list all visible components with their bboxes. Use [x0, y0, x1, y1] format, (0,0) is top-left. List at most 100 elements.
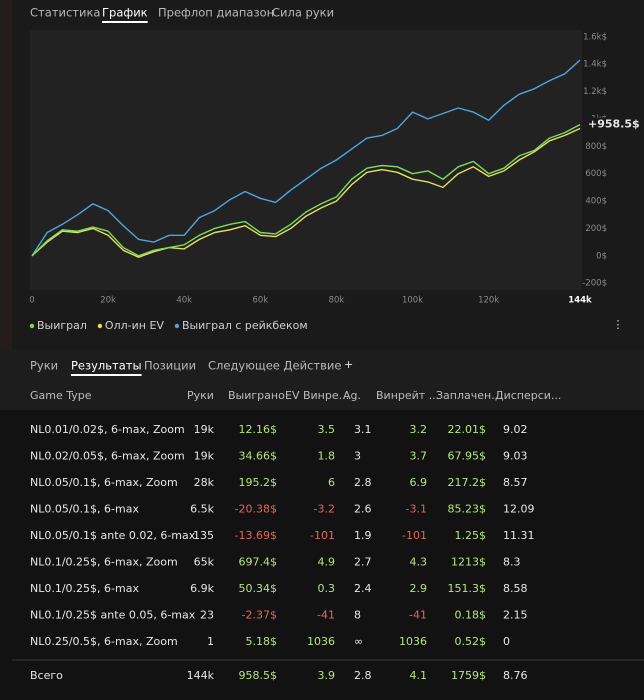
column-header[interactable]: Заплачен...: [436, 389, 502, 402]
row-label: NL0.01/0.02$, 6-max, Zoom: [30, 423, 185, 436]
y-tick-label: 400$: [585, 197, 607, 207]
table-cell: 19k: [194, 450, 215, 463]
table-cell: 23: [200, 609, 214, 622]
y-tick-label: 1.4k$: [583, 60, 607, 70]
column-header[interactable]: Винрейт ...: [376, 389, 439, 402]
table-cell: -41: [409, 609, 427, 622]
table-cell: 9.02: [503, 423, 528, 436]
table-cell: 217.2$: [448, 476, 487, 489]
column-header[interactable]: Game Type: [30, 389, 92, 402]
table-cell: 1.25$: [455, 529, 487, 542]
column-header[interactable]: Руки: [187, 389, 214, 402]
table-cell: 8.3: [503, 556, 521, 569]
tab[interactable]: График: [102, 6, 148, 20]
x-tick-label: 20k: [100, 296, 116, 306]
table-cell: 8.76: [503, 669, 528, 682]
table-cell: 6: [328, 476, 335, 489]
tab[interactable]: Статистика: [30, 6, 100, 20]
y-tick-label: 200$: [585, 224, 607, 234]
table-cell: 2.7: [354, 556, 372, 569]
legend-label[interactable]: Олл-ин EV: [105, 319, 164, 332]
table-cell: 2.8: [354, 476, 372, 489]
column-header[interactable]: Выиграно: [228, 389, 285, 402]
legend-label[interactable]: Выиграл с рейкбеком: [182, 319, 308, 332]
add-tab-icon[interactable]: +: [344, 358, 353, 371]
table-cell: 1036: [307, 635, 335, 648]
table-cell: 1759$: [451, 669, 486, 682]
table-cell: 4.9: [318, 556, 336, 569]
table-cell: 67.95$: [448, 450, 487, 463]
table-cell: 8.57: [503, 476, 528, 489]
table-cell: -3.1: [406, 503, 427, 516]
table-cell: 8: [354, 609, 361, 622]
table-cell: 1213$: [451, 556, 486, 569]
y-tick-label: 1.2k$: [583, 87, 607, 97]
table-cell: 3: [354, 450, 361, 463]
row-label: NL0.1/0.25$, 6-max: [30, 582, 139, 595]
column-header[interactable]: EV Винре...: [285, 389, 349, 402]
legend-dot: [97, 323, 103, 329]
table-cell: 2.4: [354, 582, 372, 595]
table-cell: 3.2: [410, 423, 428, 436]
table-cell: 6.9: [410, 476, 428, 489]
tab[interactable]: Сила руки: [272, 6, 334, 20]
row-label: NL0.1/0.25$ ante 0.05, 6-max: [30, 609, 196, 622]
tab[interactable]: Префлоп диапазон: [158, 6, 274, 20]
table-cell: 3.1: [354, 423, 372, 436]
column-header[interactable]: Ag.: [343, 389, 361, 402]
table-cell: 3.9: [318, 669, 336, 682]
subtab[interactable]: Руки: [30, 359, 58, 373]
x-tick-label: 0: [29, 296, 34, 306]
lower-header: [0, 350, 644, 410]
table-cell: 697.4$: [239, 556, 278, 569]
subtab[interactable]: Результаты: [71, 359, 142, 373]
table-cell: 9.03: [503, 450, 528, 463]
plot-area: [30, 30, 582, 290]
table-cell: 6.9k: [190, 582, 214, 595]
annotation-bg: [585, 117, 631, 132]
table-cell: -3.2: [314, 503, 335, 516]
row-label: NL0.05/0.1$, 6-max: [30, 503, 139, 516]
table-body: [0, 410, 644, 700]
series-line: [31, 123, 581, 257]
table-cell: -101: [310, 529, 335, 542]
table-cell: 1.8: [318, 450, 336, 463]
table-cell: 3.5: [318, 423, 336, 436]
side-strip: [0, 0, 12, 350]
x-tick-label: 100k: [402, 296, 423, 306]
table-cell: 958.5$: [239, 669, 278, 682]
table-cell: 135: [193, 529, 214, 542]
table-cell: 4.1: [410, 669, 428, 682]
table-cell: 8.58: [503, 582, 528, 595]
row-label: NL0.1/0.25$, 6-max, Zoom: [30, 556, 178, 569]
column-header[interactable]: Дисперси...: [495, 389, 561, 402]
table-cell: 28k: [194, 476, 215, 489]
legend-label[interactable]: Выиграл: [37, 319, 87, 332]
table-cell: 4.3: [410, 556, 428, 569]
table-cell: 144k: [187, 669, 215, 682]
row-label: NL0.05/0.1$ ante 0.02, 6-max: [30, 529, 196, 542]
y-tick-label: 600$: [585, 169, 607, 179]
y-tick-label: 800$: [585, 142, 607, 152]
table-cell: -101: [402, 529, 427, 542]
subtab[interactable]: Позиции: [144, 359, 196, 373]
row-label: NL0.25/0.5$, 6-max, Zoom: [30, 635, 178, 648]
menu-icon[interactable]: ⋮: [613, 318, 624, 331]
table-cell: 2.9: [410, 582, 428, 595]
table-cell: 22.01$: [448, 423, 487, 436]
legend-dot: [29, 323, 35, 329]
table-cell: -2.37$: [242, 609, 277, 622]
y-tick-label: -200$: [582, 279, 607, 289]
table-cell: 85.23$: [448, 503, 487, 516]
x-tick-label: 40k: [176, 296, 192, 306]
table-cell: 195.2$: [239, 476, 278, 489]
table-cell: 0.52$: [455, 635, 487, 648]
table-cell: 5.18$: [246, 635, 278, 648]
subtab[interactable]: Следующее Действие: [208, 359, 341, 373]
table-cell: 6.5k: [190, 503, 214, 516]
end-annotation: +958.5$: [588, 118, 640, 131]
table-cell: 1.9: [354, 529, 372, 542]
table-cell: -41: [317, 609, 335, 622]
